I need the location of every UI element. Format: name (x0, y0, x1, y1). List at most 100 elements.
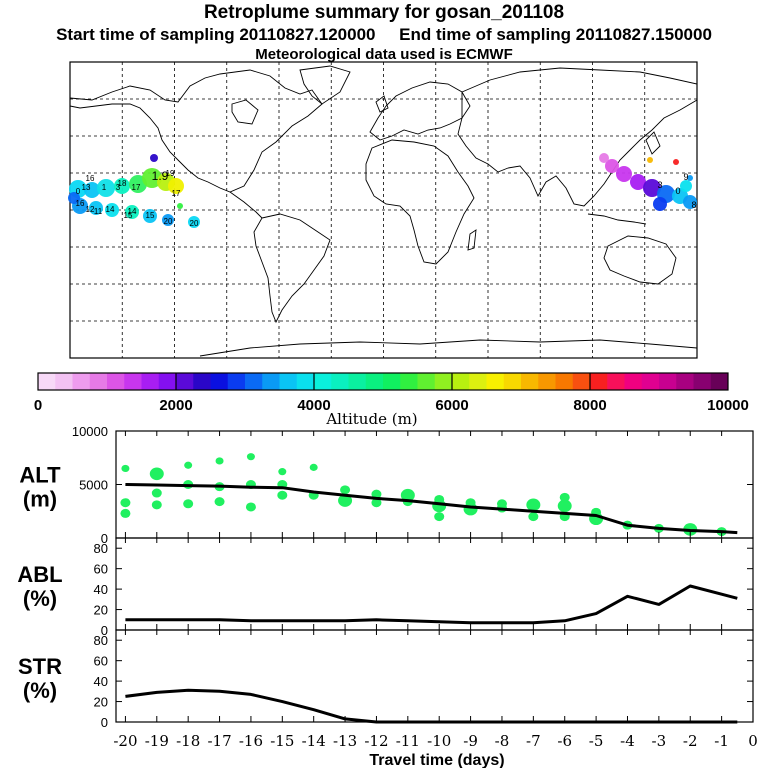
abl-ytick-label: 0 (101, 623, 108, 638)
colorbar-cell (38, 373, 56, 390)
colorbar-cell (331, 373, 349, 390)
particle-cluster (528, 512, 539, 522)
plume-blob (89, 201, 103, 215)
colorbar-tick-label: 10000 (707, 397, 749, 414)
colorbar-cell (676, 373, 694, 390)
particle-cluster (463, 502, 478, 516)
alt-ylabel: ALT (19, 463, 61, 488)
colorbar-cell (486, 373, 505, 390)
colorbar-tick-label: 6000 (435, 397, 468, 414)
x-axis-label: Travel time (days) (369, 752, 504, 768)
colorbar-cell (417, 373, 436, 390)
particle-cluster (559, 492, 570, 502)
colorbar-frame (37, 372, 729, 391)
str-panel: 80 60 40 20 0 STR(%) (18, 633, 753, 730)
str-ylabel: STR (18, 654, 62, 679)
x-tick-label: -18 (176, 732, 200, 750)
particle-cluster (371, 489, 382, 499)
plume-label: 1.9 (152, 169, 169, 183)
plume-blob (168, 178, 184, 194)
particle-cluster (432, 499, 447, 513)
coast-madagascar (467, 229, 477, 251)
abl-ytick-label: 20 (94, 603, 108, 618)
coast-asia (457, 67, 698, 207)
coast-japan (645, 131, 661, 155)
particle-cluster (338, 494, 353, 507)
particle-cluster (151, 488, 162, 498)
abl-panel-frame (115, 537, 754, 631)
abl-ytick-label: 40 (94, 582, 108, 597)
str-ytick-label: 20 (94, 695, 108, 710)
x-tick-label: -17 (207, 732, 231, 750)
colorbar-cell (124, 373, 142, 390)
plume-blob (599, 153, 609, 163)
colorbar-cell (434, 373, 453, 390)
x-tick-label: -20 (113, 732, 137, 750)
plume-label: 12 (86, 205, 95, 214)
abl-ylabel: ABL (17, 562, 62, 587)
colorbar-cell (72, 373, 91, 390)
coast-britain (375, 95, 389, 113)
plume-blob (616, 166, 632, 182)
coast-europe (369, 81, 471, 141)
particle-cluster (214, 497, 225, 507)
particle-cluster (246, 453, 255, 461)
plume-label: 19 (166, 169, 175, 178)
colorbar-cell (521, 373, 539, 390)
colorbar-cell (555, 373, 574, 390)
end-time-label: End time of sampling 20110827.150000 (399, 25, 712, 44)
colorbar-cell (590, 373, 608, 390)
particle-cluster (434, 512, 445, 522)
plume-label: 0 (76, 187, 81, 196)
plume-label: 1 (102, 183, 107, 192)
str-ytick-label: 60 (94, 654, 108, 669)
str-ytick-label: 80 (94, 633, 108, 648)
plume-blob (653, 197, 667, 211)
plume-blob (97, 179, 115, 197)
colorbar-tick-label: 4000 (297, 397, 330, 414)
coast-north-america (69, 69, 323, 193)
plume-label: 17 (132, 183, 141, 192)
plume-blob (647, 157, 653, 163)
map-grid (70, 62, 697, 358)
abl-ylabel: (%) (23, 586, 57, 611)
colorbar-cell (641, 373, 660, 390)
alt-median-line (125, 483, 738, 535)
abl-panel: 80 60 40 20 0 ABL(%) (17, 541, 753, 638)
x-tick-label: 0 (748, 732, 758, 750)
colorbar-cell (348, 373, 367, 390)
colorbar-cell (210, 373, 229, 390)
colorbar-cell (503, 373, 522, 390)
plume-blob (680, 180, 692, 192)
plume-label: 3 (116, 183, 121, 192)
particle-cluster (120, 498, 131, 508)
abl-ytick-label: 80 (94, 541, 108, 556)
colorbar-cell (452, 373, 470, 390)
coast-hudson (231, 99, 259, 125)
abl-line (125, 584, 738, 625)
abl-ytick-label: 60 (94, 562, 108, 577)
x-tick-label: -11 (396, 732, 420, 750)
page-title: Retroplume summary for gosan_201108 (203, 2, 565, 23)
coast-south-america (253, 213, 331, 324)
plume-blob (673, 159, 679, 165)
colorbar-cell (469, 373, 487, 390)
plume-label: 8 (691, 200, 696, 210)
str-panel-frame (115, 629, 754, 723)
str-ylabel: (%) (23, 678, 57, 703)
plume-label: 13 (82, 183, 91, 192)
colorbar-cell (193, 373, 211, 390)
colorbar-cell (607, 373, 625, 390)
plume-label: 11 (94, 207, 103, 216)
str-ytick-label: 0 (101, 715, 108, 730)
plume-blob (142, 168, 162, 188)
plume-blob (143, 209, 157, 223)
colorbar-cell (279, 373, 298, 390)
x-tick-label: -2 (683, 732, 698, 750)
coast-antarctica (199, 339, 698, 357)
plume-blob (125, 205, 139, 219)
plume-label: 20 (164, 217, 173, 226)
alt-ylabel: (m) (23, 487, 57, 512)
coast-greenland (299, 65, 351, 105)
